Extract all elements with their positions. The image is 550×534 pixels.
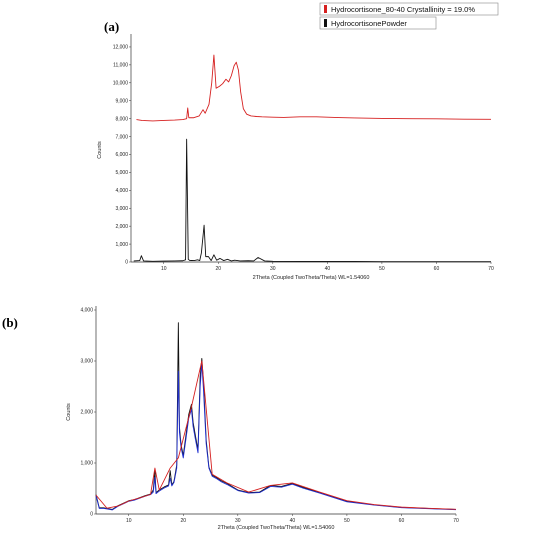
y-tick-label: 0	[125, 260, 128, 266]
legend-a: Hydrocortisone_80-40 Crystallinity = 19.…	[319, 2, 499, 30]
y-tick-label: 3,000	[80, 359, 93, 365]
x-tick-label: 60	[434, 266, 440, 272]
y-tick-label: 5,000	[115, 170, 128, 176]
x-tick-label: 40	[290, 518, 296, 524]
y-tick-label: 3,000	[115, 206, 128, 212]
chart-a: (a) 10 20 30 40 50 60 70 0 1,000 2,000 3,000 4,000 5…	[97, 2, 499, 281]
y-axis-label-b: Counts	[66, 403, 72, 421]
y-tick-label: 11,000	[113, 63, 128, 69]
x-tick-label: 20	[215, 266, 221, 272]
x-tick-label: 20	[180, 518, 186, 524]
y-axis-label-a: Counts	[97, 141, 103, 159]
y-tick-label: 8,000	[115, 116, 128, 122]
series-line-b-3	[95, 360, 457, 510]
legend-label-2: HydrocortisonePowder	[331, 19, 407, 28]
y-tick-label: 1,000	[115, 242, 128, 248]
x-tick-label: 60	[399, 518, 405, 524]
series-line-a-1	[136, 54, 492, 122]
x-axis-label-a: 2Theta (Coupled TwoTheta/Theta) WL=1.540…	[253, 275, 370, 281]
y-tick-label: 6,000	[115, 152, 128, 158]
legend-entry-box-2	[319, 16, 437, 30]
panel-label-b: (b)	[2, 315, 18, 330]
chart-b: (b) 10 20 30 40 50 60 7001,0002,0003,0004,000 …	[2, 306, 459, 531]
y-tick-label: 2,000	[80, 410, 93, 416]
x-tick-label: 70	[488, 266, 494, 272]
y-tick-label: 1,000	[80, 461, 93, 467]
series-line-b-2	[95, 363, 457, 511]
legend-entry-box-1	[319, 2, 499, 16]
x-tick-label: 50	[344, 518, 350, 524]
panel-label-a: (a)	[104, 19, 119, 34]
x-tick-label: 50	[379, 266, 385, 272]
legend-label-1: Hydrocortisone_80-40 Crystallinity = 19.…	[331, 5, 475, 14]
y-tick-label: 0	[90, 512, 93, 518]
y-tick-label: 12,000	[113, 45, 129, 51]
y-tick-label: 4,000	[80, 308, 93, 314]
x-tick-label: 70	[453, 518, 459, 524]
y-tick-label: 10,000	[113, 81, 129, 87]
series-line-b-1	[95, 322, 457, 510]
x-tick-label: 40	[325, 266, 331, 272]
x-tick-label: 30	[235, 518, 241, 524]
series-line-a-2	[133, 138, 491, 263]
legend-swatch-1	[324, 5, 327, 13]
x-axis-label-b: 2Theta (Coupled TwoTheta/Theta) WL=1.540…	[218, 525, 335, 531]
y-tick-label: 2,000	[115, 224, 128, 230]
y-tick-label: 9,000	[115, 98, 128, 104]
x-tick-label: 10	[161, 266, 167, 272]
legend-swatch-2	[324, 19, 327, 27]
y-tick-label: 4,000	[115, 188, 128, 194]
y-tick-label: 7,000	[115, 134, 128, 140]
x-tick-label: 30	[270, 266, 276, 272]
x-tick-label: 10	[126, 518, 132, 524]
